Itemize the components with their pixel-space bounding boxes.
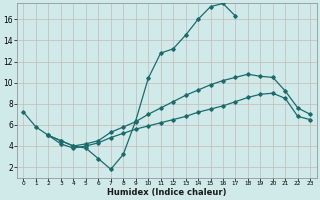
X-axis label: Humidex (Indice chaleur): Humidex (Indice chaleur) <box>107 188 227 197</box>
